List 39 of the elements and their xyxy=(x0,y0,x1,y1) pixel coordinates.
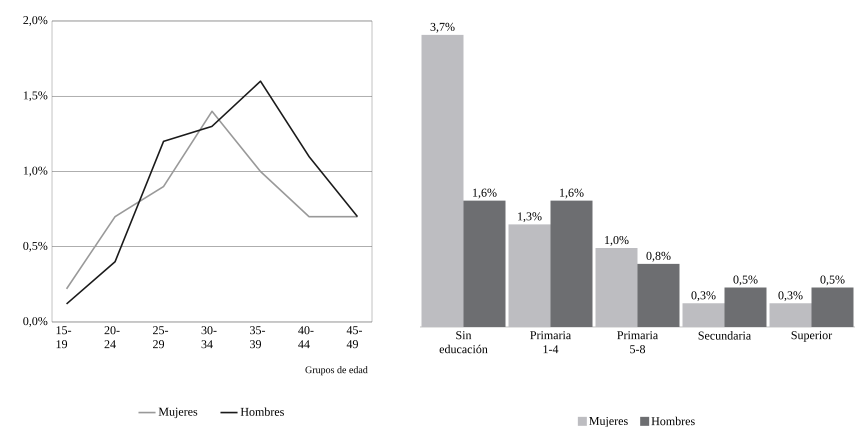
legend-label: Hombres xyxy=(652,416,695,426)
legend-label: Mujeres xyxy=(158,408,198,418)
x-tick-label: 45- 49 xyxy=(346,326,362,348)
data-label: 0,5% xyxy=(733,275,758,286)
bar xyxy=(508,224,551,327)
data-label: 0,3% xyxy=(778,291,803,302)
x-tick-label: Secundaria xyxy=(698,331,751,340)
data-label: 1,6% xyxy=(473,188,497,198)
x-tick-label: Sin educación xyxy=(440,331,488,354)
line-series xyxy=(66,110,358,290)
y-tick-label: 1,5% xyxy=(24,91,48,102)
data-label: 0,5% xyxy=(820,275,845,286)
bar xyxy=(682,303,724,327)
x-tick-label: 25- 29 xyxy=(153,326,168,348)
x-tick-label: 20- 24 xyxy=(104,326,120,348)
data-label: 1,3% xyxy=(518,212,542,222)
y-tick-label: 2,0% xyxy=(23,16,48,26)
data-label: 0,3% xyxy=(691,291,716,302)
x-tick-label: 35- 39 xyxy=(250,326,266,348)
x-tick-label: Primaria 5-8 xyxy=(617,331,658,354)
data-label: 0,8% xyxy=(646,252,671,262)
x-axis-title: Grupos de edad xyxy=(305,366,368,376)
x-tick-label: Primaria 1-4 xyxy=(530,331,571,354)
bar xyxy=(422,34,464,327)
x-tick-label: Superior xyxy=(792,331,832,342)
data-label: 3,7% xyxy=(430,22,455,33)
x-tick-label: 30- 34 xyxy=(202,326,217,348)
y-tick-label: 0,0% xyxy=(23,317,48,327)
bar xyxy=(770,303,812,327)
data-label: 1,6% xyxy=(560,188,584,198)
legend-label: Hombres xyxy=(240,407,284,416)
data-label: 1,0% xyxy=(605,236,629,246)
bar xyxy=(596,248,638,327)
x-tick-label: 15- 19 xyxy=(56,326,72,348)
y-tick-label: 0,5% xyxy=(23,242,48,252)
legend-label: Mujeres xyxy=(589,416,628,427)
x-tick-label: 40- 44 xyxy=(298,326,314,348)
line-series xyxy=(66,80,358,305)
y-tick-label: 1,0% xyxy=(24,166,48,176)
